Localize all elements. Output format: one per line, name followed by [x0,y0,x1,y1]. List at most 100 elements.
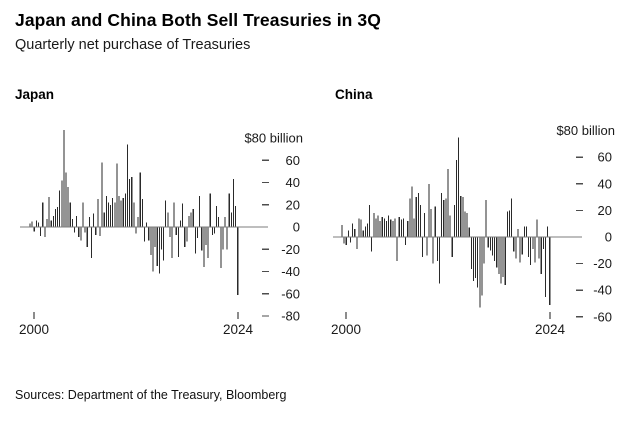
bar-quarter [470,237,472,269]
bar-quarter [205,227,207,245]
bar-quarter [165,200,167,227]
bar-quarter [97,199,99,227]
bar-quarter [394,218,396,237]
bar-quarter [216,205,218,227]
bar-quarter [385,221,388,237]
bar-quarter [150,227,152,255]
bar-quarter [489,237,491,251]
bar-quarter [379,221,381,237]
bar-quarter [360,219,362,237]
y-tick-label: 20 [598,203,612,218]
bar-quarter [184,227,186,248]
bar-quarter [415,197,417,237]
bar-quarter [549,237,551,305]
bar-quarter [390,219,392,237]
bar-quarter [417,193,419,237]
bar-quarter [464,211,466,237]
bar-quarter [116,163,118,227]
y-tick-label: 40 [598,176,612,191]
bar-quarter [500,237,502,284]
bar-quarter [466,213,468,237]
bar-quarter [413,218,415,237]
bar-quarter [107,202,109,228]
bar-quarter [491,237,494,256]
bar-quarter [366,223,368,237]
bar-quarter [169,227,171,238]
bar-quarter [485,199,487,237]
bar-quarter [194,227,196,254]
bar-quarter [517,229,519,237]
bar-quarter [199,195,201,227]
bar-quarter [349,237,352,243]
bar-quarter [188,215,190,228]
bar-quarter [46,219,48,227]
bar-quarter [235,205,237,227]
bar-quarter [428,183,430,237]
bar-quarter [430,209,432,237]
bar-quarter [540,237,542,275]
bar-quarter [519,237,521,263]
y-axis-unit-label: $80 billion [244,131,303,146]
bar-quarter [203,227,205,268]
bar-quarter [455,159,458,237]
bar-quarter [426,237,428,256]
bar-quarter [487,237,489,248]
bar-quarter [343,237,345,244]
bar-quarter [40,227,42,236]
bar-quarter [160,227,162,250]
bar-quarter [35,220,37,228]
bar-quarter [230,212,232,227]
bar-quarter [232,179,235,227]
bar-quarter [114,202,116,228]
bar-quarter [345,237,347,245]
bar-quarter [405,237,407,245]
china-bar-chart: 60 40 20 0 -20 -40 -60 $80 billion 2000 2024 [331,123,615,337]
bar-quarter [99,227,101,236]
bar-quarter [120,200,122,227]
bar-quarter [443,199,445,237]
bar-quarter [57,206,59,227]
bar-quarter [373,213,375,237]
bar-quarter [441,193,443,237]
bar-quarter [432,237,434,264]
bar-quarter [209,193,211,228]
bar-quarter [341,225,343,237]
bar-quarter [146,222,148,227]
bar-quarter [65,172,67,227]
bar-quarter [532,237,534,249]
bar-quarter [86,227,88,248]
bar-quarter [173,202,175,228]
bar-quarter [192,209,194,227]
bar-quarter [402,218,405,237]
source-line: Sources: Department of the Treasury, Blo… [15,388,287,402]
bar-quarter [118,195,120,227]
bar-quarter [506,211,508,237]
bar-quarter [460,195,462,237]
bar-quarter [237,227,239,295]
bar-quarter [218,216,220,227]
bar-quarter [515,237,517,259]
bar-quarter [158,227,160,274]
bar-quarter [409,198,411,237]
bar-quarter [525,226,527,237]
bar-quarter [424,213,426,237]
bar-quarter [220,227,222,269]
bar-quarter [95,227,97,235]
bar-quarter [84,227,86,233]
y-tick-label: -60 [593,309,612,324]
x-tick-label: 2024 [223,322,254,337]
bar-quarter [364,226,366,237]
bar-quarter [496,237,498,268]
bar-quarter [481,237,483,296]
bar-quarter [371,237,373,252]
bar-quarter [141,199,143,227]
bar-quarter [483,237,485,264]
bar-quarter [61,180,63,228]
bar-quarter [101,162,103,227]
bar-quarter [156,227,158,266]
bar-quarter [33,227,35,232]
bar-quarter [392,221,394,237]
bar-quarter [148,227,150,241]
bar-quarter [358,218,360,237]
bar-quarter [177,227,179,258]
